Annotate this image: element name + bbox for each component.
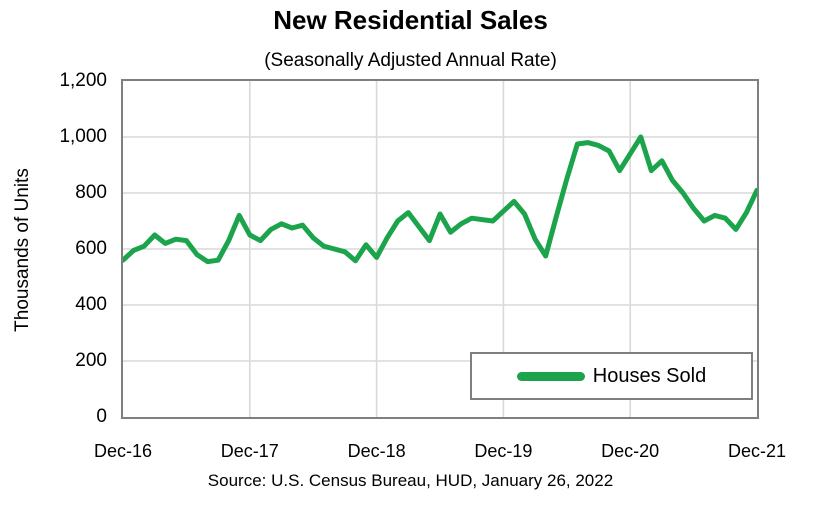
chart-subtitle: (Seasonally Adjusted Annual Rate) — [264, 50, 557, 71]
y-tick-label: 800 — [75, 182, 107, 203]
y-tick-label: 1,000 — [59, 126, 107, 147]
y-tick-label: 400 — [75, 294, 107, 315]
legend-label: Houses Sold — [592, 364, 707, 387]
y-tick-label: 1,200 — [59, 70, 107, 91]
x-tick-label: Dec-17 — [220, 441, 279, 461]
chart-title: New Residential Sales — [273, 5, 548, 35]
houses-sold-line — [123, 134, 757, 265]
x-tick-label: Dec-20 — [601, 441, 660, 461]
x-tick-label: Dec-19 — [474, 441, 533, 461]
x-tick-label: Dec-16 — [93, 441, 153, 461]
source-note: Source: U.S. Census Bureau, HUD, January… — [207, 471, 614, 490]
y-tick-label: 200 — [75, 350, 107, 371]
legend-line-sample — [516, 371, 585, 381]
legend-box: Houses Sold — [470, 352, 753, 400]
x-tick-label: Dec-18 — [347, 441, 406, 461]
x-tick-label: Dec-21 — [727, 441, 787, 461]
y-tick-label: 0 — [96, 406, 107, 427]
y-tick-label: 600 — [75, 238, 107, 259]
